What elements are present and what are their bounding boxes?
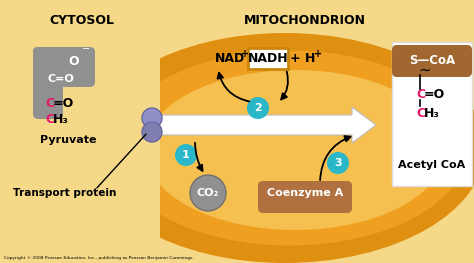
Ellipse shape [145,70,445,230]
Ellipse shape [112,50,467,245]
Bar [0,0,160,263]
Text: −: − [82,44,90,54]
Text: NADH: NADH [248,52,288,65]
Text: 3: 3 [334,158,342,168]
Text: Copyright © 2008 Pearson Education, Inc., publishing as Pearson Benjamin Cumming: Copyright © 2008 Pearson Education, Inc.… [4,256,194,260]
Text: 2: 2 [254,103,262,113]
Text: Transport protein: Transport protein [13,188,117,198]
Text: Pyruvate: Pyruvate [40,135,96,145]
Text: =O: =O [53,97,74,110]
Text: C=O: C=O [48,74,75,84]
FancyBboxPatch shape [33,47,95,87]
Text: + H: + H [290,52,315,65]
Text: +: + [241,49,249,59]
Circle shape [142,108,162,128]
Text: CYTOSOL: CYTOSOL [49,14,115,27]
FancyBboxPatch shape [248,48,288,69]
Text: O: O [69,55,79,68]
Text: =O: =O [424,88,445,101]
FancyBboxPatch shape [33,47,63,119]
FancyBboxPatch shape [258,181,352,213]
Text: NAD: NAD [215,52,245,65]
Text: H₃: H₃ [53,113,69,126]
Text: C: C [45,113,54,126]
Circle shape [327,152,349,174]
Text: C: C [416,88,425,101]
Text: C: C [45,97,54,110]
Circle shape [247,97,269,119]
Text: +: + [314,49,322,59]
Text: C: C [416,107,425,120]
FancyBboxPatch shape [392,42,472,186]
Circle shape [190,175,226,211]
Ellipse shape [85,33,474,263]
FancyBboxPatch shape [392,45,472,77]
Circle shape [175,144,197,166]
FancyArrow shape [148,107,376,143]
Text: Acetyl CoA: Acetyl CoA [398,160,465,170]
Text: MITOCHONDRION: MITOCHONDRION [244,14,366,27]
Circle shape [142,122,162,142]
Text: ~: ~ [418,63,431,78]
Text: S—CoA: S—CoA [409,54,455,68]
Text: H₃: H₃ [424,107,440,120]
Text: Coenzyme A: Coenzyme A [267,188,343,198]
Text: CO₂: CO₂ [197,188,219,198]
Text: 1: 1 [182,150,190,160]
